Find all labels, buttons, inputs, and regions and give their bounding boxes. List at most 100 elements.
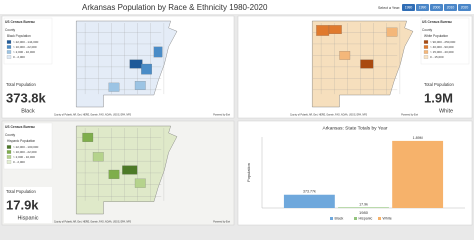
legend-swatch <box>423 45 429 49</box>
stat-box <box>422 80 470 116</box>
bar <box>283 194 335 208</box>
year-button[interactable] <box>402 4 415 11</box>
legend-swatch <box>423 40 429 44</box>
dashboard: Arkansas Population by Race & Ethnicity … <box>0 0 474 226</box>
legend-label: Hispanic <box>359 217 373 221</box>
legend-class: > 40,000 - 90,000 <box>430 45 454 49</box>
legend-swatch <box>6 55 12 59</box>
stat-box <box>4 80 52 116</box>
county-highlight <box>82 132 94 142</box>
legend-swatch <box>6 45 12 49</box>
county-highlight <box>92 152 104 162</box>
stat-label: Total Population <box>424 82 454 87</box>
legend-title: Black Population <box>7 34 31 38</box>
legend-class: > 10,000 - 22,000 <box>13 45 37 49</box>
county-highlight <box>108 82 120 92</box>
year-label: Select a Year: <box>378 6 400 10</box>
map-powered: Powered by Esri <box>401 114 418 117</box>
legend-swatch <box>6 40 12 44</box>
county-highlight <box>134 81 146 90</box>
year-button-label[interactable]: 2000 <box>433 6 441 10</box>
value-label: 373.77k <box>303 190 316 194</box>
map-attribution: County of Pulaski, AR, Esri, HERE, Garmi… <box>290 114 368 117</box>
county-highlight <box>316 25 330 36</box>
year-button[interactable] <box>444 4 457 11</box>
legend-class: 0 - 2,000 <box>13 160 25 164</box>
stat-name: White <box>439 108 453 114</box>
legend-class: > 22,000 - 100,000 <box>13 145 39 149</box>
dashboard-title: Arkansas Population by Race & Ethnicity … <box>82 3 268 12</box>
legend-source: US Census Bureau <box>5 20 35 24</box>
year-button-label[interactable]: 1980 <box>405 6 413 10</box>
year-button-label[interactable]: 2020 <box>461 6 469 10</box>
county-highlight <box>122 165 138 175</box>
stat-value: 17.9k <box>6 197 39 212</box>
legend-box <box>3 17 53 65</box>
value-label: 17.9k <box>359 202 368 206</box>
county-highlight <box>339 50 351 60</box>
legend-box <box>3 122 53 170</box>
legend-box <box>420 17 470 65</box>
county-highlight <box>108 169 120 179</box>
legend-swatch <box>378 217 381 220</box>
county-highlight <box>328 25 342 34</box>
legend-title: White Population <box>424 34 448 38</box>
bar <box>338 207 389 208</box>
county-highlight <box>360 59 374 69</box>
county-highlight <box>141 63 152 75</box>
header-bar <box>0 0 474 14</box>
y-axis-label: Population <box>246 163 251 182</box>
legend-class: 0 - 2,000 <box>13 55 25 59</box>
state-shape <box>75 20 178 108</box>
year-button[interactable] <box>416 4 429 11</box>
year-button-label[interactable]: 1990 <box>419 6 427 10</box>
map-attribution: County of Pulaski, AR, Esri, HERE, Garmi… <box>54 221 132 224</box>
legend-label: White <box>383 217 392 221</box>
legend-layer: County <box>5 133 16 137</box>
legend-swatch <box>330 217 333 220</box>
stat-box <box>4 187 52 223</box>
legend-layer: County <box>5 28 16 32</box>
year-button[interactable] <box>430 4 443 11</box>
stat-label: Total Population <box>6 189 36 194</box>
stat-value: 1.9M <box>424 90 453 105</box>
legend-source: US Census Bureau <box>422 20 452 24</box>
legend-swatch <box>6 160 12 164</box>
legend-class: > 10,000 - 22,000 <box>13 150 37 154</box>
legend-swatch <box>6 50 12 54</box>
year-button[interactable] <box>458 4 471 11</box>
county-highlight <box>386 27 398 37</box>
legend-swatch <box>423 55 429 59</box>
county-highlight <box>129 59 143 69</box>
legend-class: > 22,000 - 144,000 <box>13 40 39 44</box>
value-label: 1.89M <box>413 136 423 140</box>
map-powered: Powered by Esri <box>213 221 230 224</box>
legend-class: > 2,000 - 10,000 <box>13 155 35 159</box>
legend-title: Hispanic Population <box>7 139 35 143</box>
stat-name: Hispanic <box>17 215 38 221</box>
bar <box>392 140 444 208</box>
legend-class: 0 - 15,000 <box>430 55 444 59</box>
stat-label: Total Population <box>6 82 36 87</box>
county-highlight <box>153 46 163 58</box>
legend-class: > 90,000 - 250,000 <box>430 40 456 44</box>
county-highlight <box>134 178 146 188</box>
map-powered: Powered by Esri <box>213 114 230 117</box>
legend-class: > 2,000 - 10,000 <box>13 50 35 54</box>
page: Arkansas Population by Race & Ethnicity … <box>0 0 474 227</box>
x-tick-label: 1980 <box>359 210 369 215</box>
stat-name: Black <box>21 108 35 114</box>
legend-swatch <box>6 155 12 159</box>
chart-title: Arkansas: State Totals by Year <box>323 125 388 131</box>
legend-swatch <box>423 50 429 54</box>
legend-swatch <box>354 217 357 220</box>
legend-class: > 15,000 - 40,000 <box>430 50 454 54</box>
year-button-label[interactable]: 2010 <box>447 6 455 10</box>
map-attribution: County of Pulaski, AR, Esri, HERE, Garmi… <box>54 114 132 117</box>
legend-swatch <box>6 145 12 149</box>
legend-swatch <box>6 150 12 154</box>
stat-value: 373.8k <box>6 90 47 105</box>
legend-source: US Census Bureau <box>5 125 35 129</box>
legend-label: Black <box>335 217 344 221</box>
legend-layer: County <box>422 28 433 32</box>
